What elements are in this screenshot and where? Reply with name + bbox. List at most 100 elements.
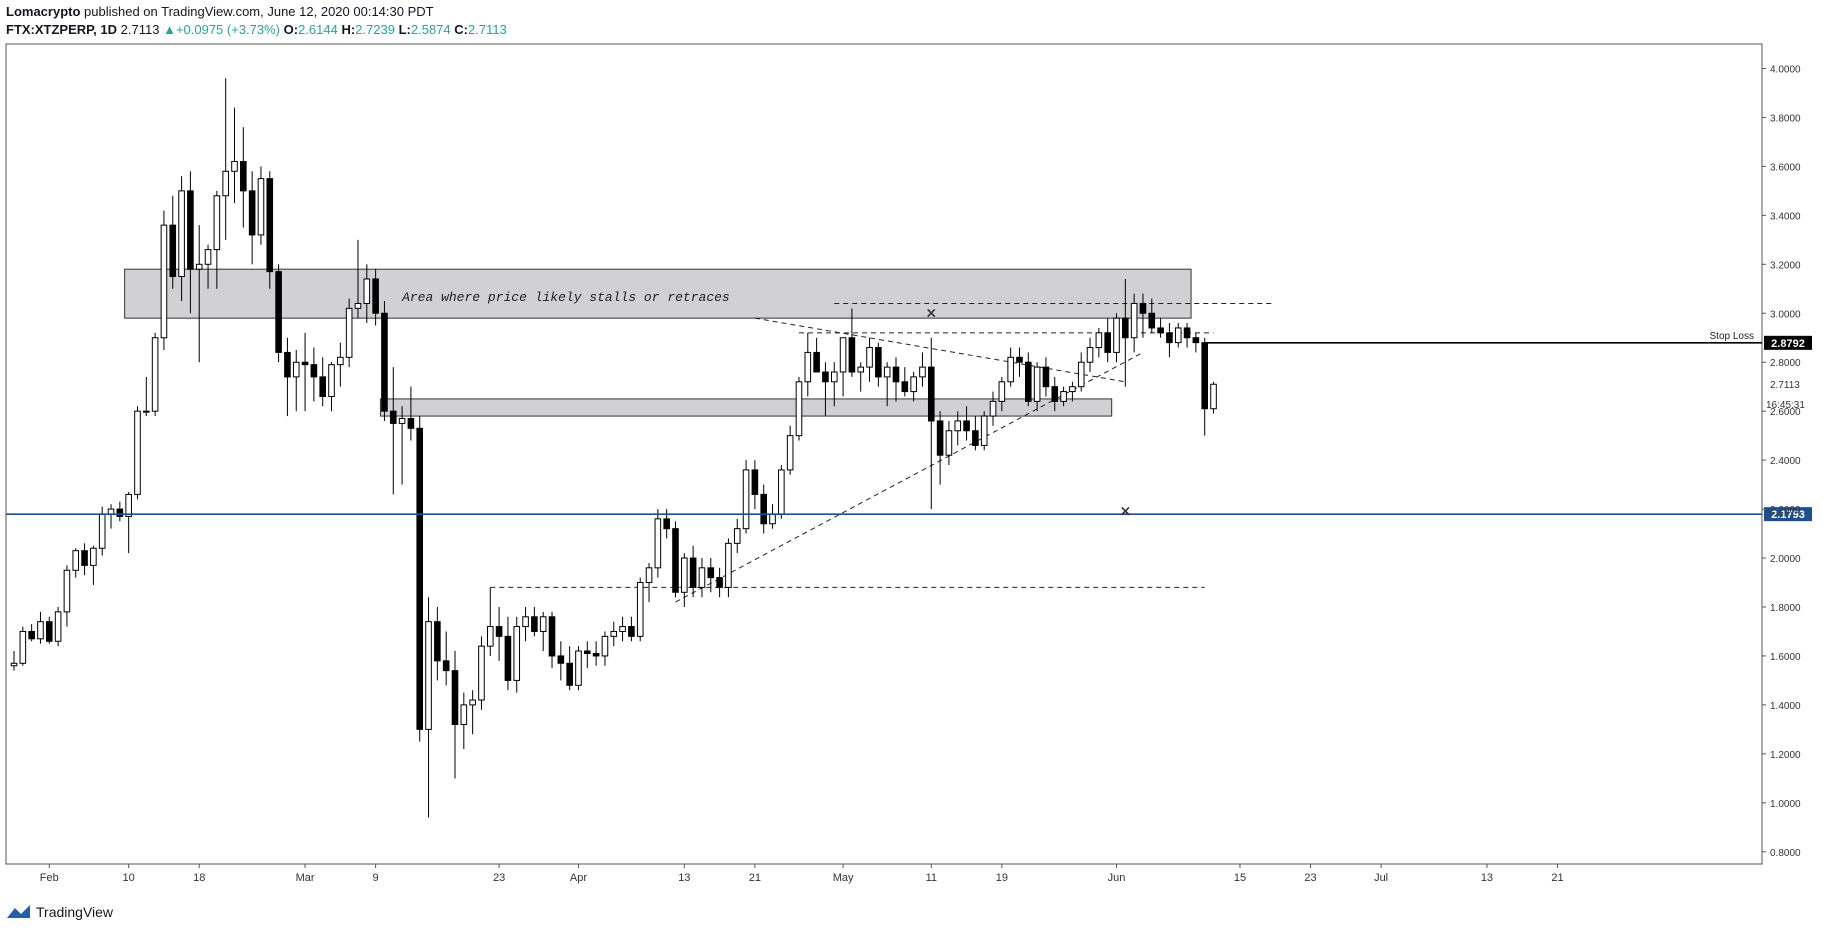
candle-body-130 xyxy=(1157,327,1164,334)
candle-body-33 xyxy=(301,361,309,366)
candle-body-136 xyxy=(1210,383,1217,410)
y-tick-label: 2.2000 xyxy=(1770,505,1801,516)
price-tag-1: 2.8792 xyxy=(1771,338,1805,350)
annotations-layer: Area where price likely stalls or retrac… xyxy=(401,290,1131,520)
candle-body-115 xyxy=(1025,361,1032,402)
candle-body-20 xyxy=(187,190,194,270)
candle-body-113 xyxy=(1007,356,1014,383)
candle-body-104 xyxy=(927,366,935,422)
candle-body-47 xyxy=(425,621,432,730)
candle-body-1 xyxy=(19,630,27,664)
x-tick-label: 10 xyxy=(123,872,135,884)
plot-border xyxy=(5,43,1763,865)
up-arrow-icon: ▲ xyxy=(163,22,176,37)
y-tick-label: 3.2000 xyxy=(1770,260,1801,271)
candle-body-126 xyxy=(1122,317,1129,339)
candle-body-53 xyxy=(478,645,485,701)
candle-body-28 xyxy=(257,178,265,236)
chart-header: Lomacrypto published on TradingView.com,… xyxy=(6,3,507,39)
candle-body-135 xyxy=(1201,342,1209,410)
candle-body-127 xyxy=(1130,302,1138,339)
author-name[interactable]: Lomacrypto xyxy=(6,4,81,19)
candle-body-12 xyxy=(116,508,124,517)
candle-body-85 xyxy=(760,493,768,525)
candle-body-22 xyxy=(204,249,212,265)
y-tick-label: 0.8000 xyxy=(1770,848,1801,859)
candle-body-64 xyxy=(575,650,582,686)
candle-body-99 xyxy=(883,366,891,378)
candle-body-96 xyxy=(857,366,865,373)
candle-body-109 xyxy=(972,430,979,446)
price-tag-bg-1 xyxy=(1764,335,1812,350)
candle-body-114 xyxy=(1016,356,1023,363)
candle-body-61 xyxy=(548,616,556,657)
candle-body-65 xyxy=(584,650,591,654)
candle-body-9 xyxy=(90,547,97,566)
candle-body-41 xyxy=(372,278,379,314)
candle-body-14 xyxy=(134,410,141,495)
candle-body-21 xyxy=(195,263,203,270)
candle-body-30 xyxy=(275,271,282,353)
price-tag-bg-0 xyxy=(1764,507,1812,522)
candle-body-5 xyxy=(54,611,62,642)
candle-body-15 xyxy=(143,410,150,413)
candle-body-67 xyxy=(601,635,609,657)
y-tick-label: 3.8000 xyxy=(1770,113,1801,124)
x-tick-label: 18 xyxy=(193,872,205,884)
footer-brand[interactable]: TradingView xyxy=(6,904,113,920)
candle-body-134 xyxy=(1192,337,1200,344)
candle-body-17 xyxy=(160,224,168,339)
candle-body-83 xyxy=(742,469,750,530)
x-tick-label: Mar xyxy=(296,872,315,884)
candle-body-74 xyxy=(663,518,670,530)
last-price-label: 2.7113 xyxy=(1770,380,1800,391)
candle-body-107 xyxy=(954,420,962,432)
candle-body-35 xyxy=(319,376,326,397)
candle-body-78 xyxy=(698,567,706,588)
candle-body-108 xyxy=(963,420,970,432)
candle-body-112 xyxy=(998,381,1006,402)
candle-body-91 xyxy=(813,351,820,373)
candle-body-131 xyxy=(1166,332,1173,344)
x-tick-label: 11 xyxy=(926,872,937,884)
candle-body-38 xyxy=(345,307,353,358)
ohlc-line: FTX:XTZPERP, 1D 2.7113 ▲+0.0975 (+3.73%)… xyxy=(6,21,507,39)
candle-body-125 xyxy=(1113,317,1120,353)
x-tick-label: 19 xyxy=(996,872,1008,884)
candle-body-49 xyxy=(442,660,450,672)
x-tick-label: May xyxy=(833,872,854,884)
candle-body-92 xyxy=(822,371,829,383)
x-tick-label: Apr xyxy=(570,872,587,884)
symbol-label: FTX:XTZPERP, 1D xyxy=(6,22,118,37)
candle-body-55 xyxy=(495,626,503,637)
y-tick-label: 1.6000 xyxy=(1770,652,1801,663)
candle-body-0 xyxy=(10,662,18,667)
candle-body-105 xyxy=(936,420,944,456)
publish-line: Lomacrypto published on TradingView.com,… xyxy=(6,3,507,21)
y-tick-label: 1.8000 xyxy=(1770,603,1801,614)
y-tick-label: 1.4000 xyxy=(1770,701,1801,712)
price-tag-0: 2.1793 xyxy=(1771,509,1805,521)
candle-body-42 xyxy=(381,312,388,412)
candle-body-19 xyxy=(178,190,185,278)
candle-body-77 xyxy=(689,557,697,588)
candle-body-52 xyxy=(469,699,476,706)
candle-body-79 xyxy=(707,567,715,579)
candle-body-24 xyxy=(222,170,229,197)
candle-body-118 xyxy=(1051,386,1059,402)
candle-body-45 xyxy=(407,418,415,429)
candle-body-81 xyxy=(725,542,732,588)
candle-body-98 xyxy=(875,347,882,378)
candle-body-4 xyxy=(45,621,53,642)
candle-body-87 xyxy=(778,469,785,515)
candle-body-117 xyxy=(1042,366,1050,388)
candle-body-63 xyxy=(566,662,573,686)
zone-0 xyxy=(124,268,1192,319)
candle-body-50 xyxy=(451,670,459,725)
candle-body-25 xyxy=(231,160,238,172)
y-tick-label: 2.0000 xyxy=(1770,554,1801,565)
candle-body-88 xyxy=(786,435,794,471)
candle-body-11 xyxy=(107,508,115,515)
change-value: +0.0975 (+3.73%) xyxy=(175,22,281,37)
